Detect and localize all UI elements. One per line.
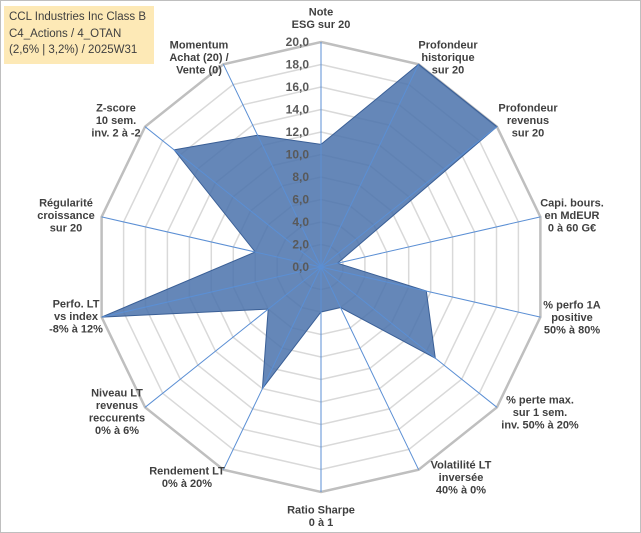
tick-label: 4,0 [292,215,309,229]
category-label: % perte max. sur 1 sem. inv. 50% à 20% [501,395,579,432]
category-label: Ratio Sharpe 0 à 1 [287,505,355,530]
tick-labels: 0,0 2,0 4,0 6,0 8,0 10,0 12,0 14,0 16,0 18,0 20,0 [286,35,310,274]
axis-labels: Note ESG sur 20 Profondeur historique sur 20… [37,7,604,530]
category-label: Niveau LT revenus reccurents 0% à 6% [89,388,145,438]
chart-header: CCL Industries Inc Class B C4_Actions / … [4,6,154,64]
tick-label: 12,0 [286,125,310,139]
tick-label: 6,0 [292,193,309,207]
category-label: % perfo 1A positive 50% à 80% [543,300,601,337]
category-label: Profondeur revenus sur 20 [498,103,558,140]
tick-label: 8,0 [292,170,309,184]
axis-spoke [320,126,498,268]
category-label: Capi. bours. en MdEUR 0 à 60 G€ [540,198,604,235]
axis-spoke [101,216,322,268]
axis-spoke [101,266,322,318]
tick-label: 20,0 [286,35,310,49]
category-label: Perfo. LT vs index -8% à 12% [49,299,103,336]
category-label: Note ESG sur 20 [292,7,351,32]
category-label: Régularité croissance sur 20 [37,198,94,235]
category-label: Volatilité LT inversée 40% à 0% [431,460,492,497]
tick-label: 14,0 [286,103,310,117]
category-label: Z-score 10 sem. inv. 2 à -2 [91,103,140,140]
axis-spoke [222,64,322,268]
tick-label: 2,0 [292,238,309,252]
header-line-3: (2,6% | 3,2%) / 2025W31 [9,44,138,56]
tick-label: 10,0 [286,148,310,162]
axis-spoke [320,266,498,408]
axis-spoke [144,266,322,408]
header-line-2: C4_Actions / 4_OTAN [9,27,122,40]
header-line-1: CCL Industries Inc Class B [9,11,146,23]
series-layer [101,42,541,492]
tick-label: 16,0 [286,80,310,94]
axis-spoke [320,64,420,268]
axis-spoke [144,126,322,268]
axis-spoke [222,266,322,470]
axis-spoke [320,266,420,470]
axis-spoke [320,266,541,318]
axis-spoke [320,216,541,268]
category-label: Rendement LT 0% à 20% [149,466,225,491]
category-label: Momentum Achat (20) / Vente (0) [169,40,228,77]
category-label: Profondeur historique sur 20 [418,40,478,77]
tick-label: 0,0 [292,260,309,274]
tick-label: 18,0 [286,58,310,72]
